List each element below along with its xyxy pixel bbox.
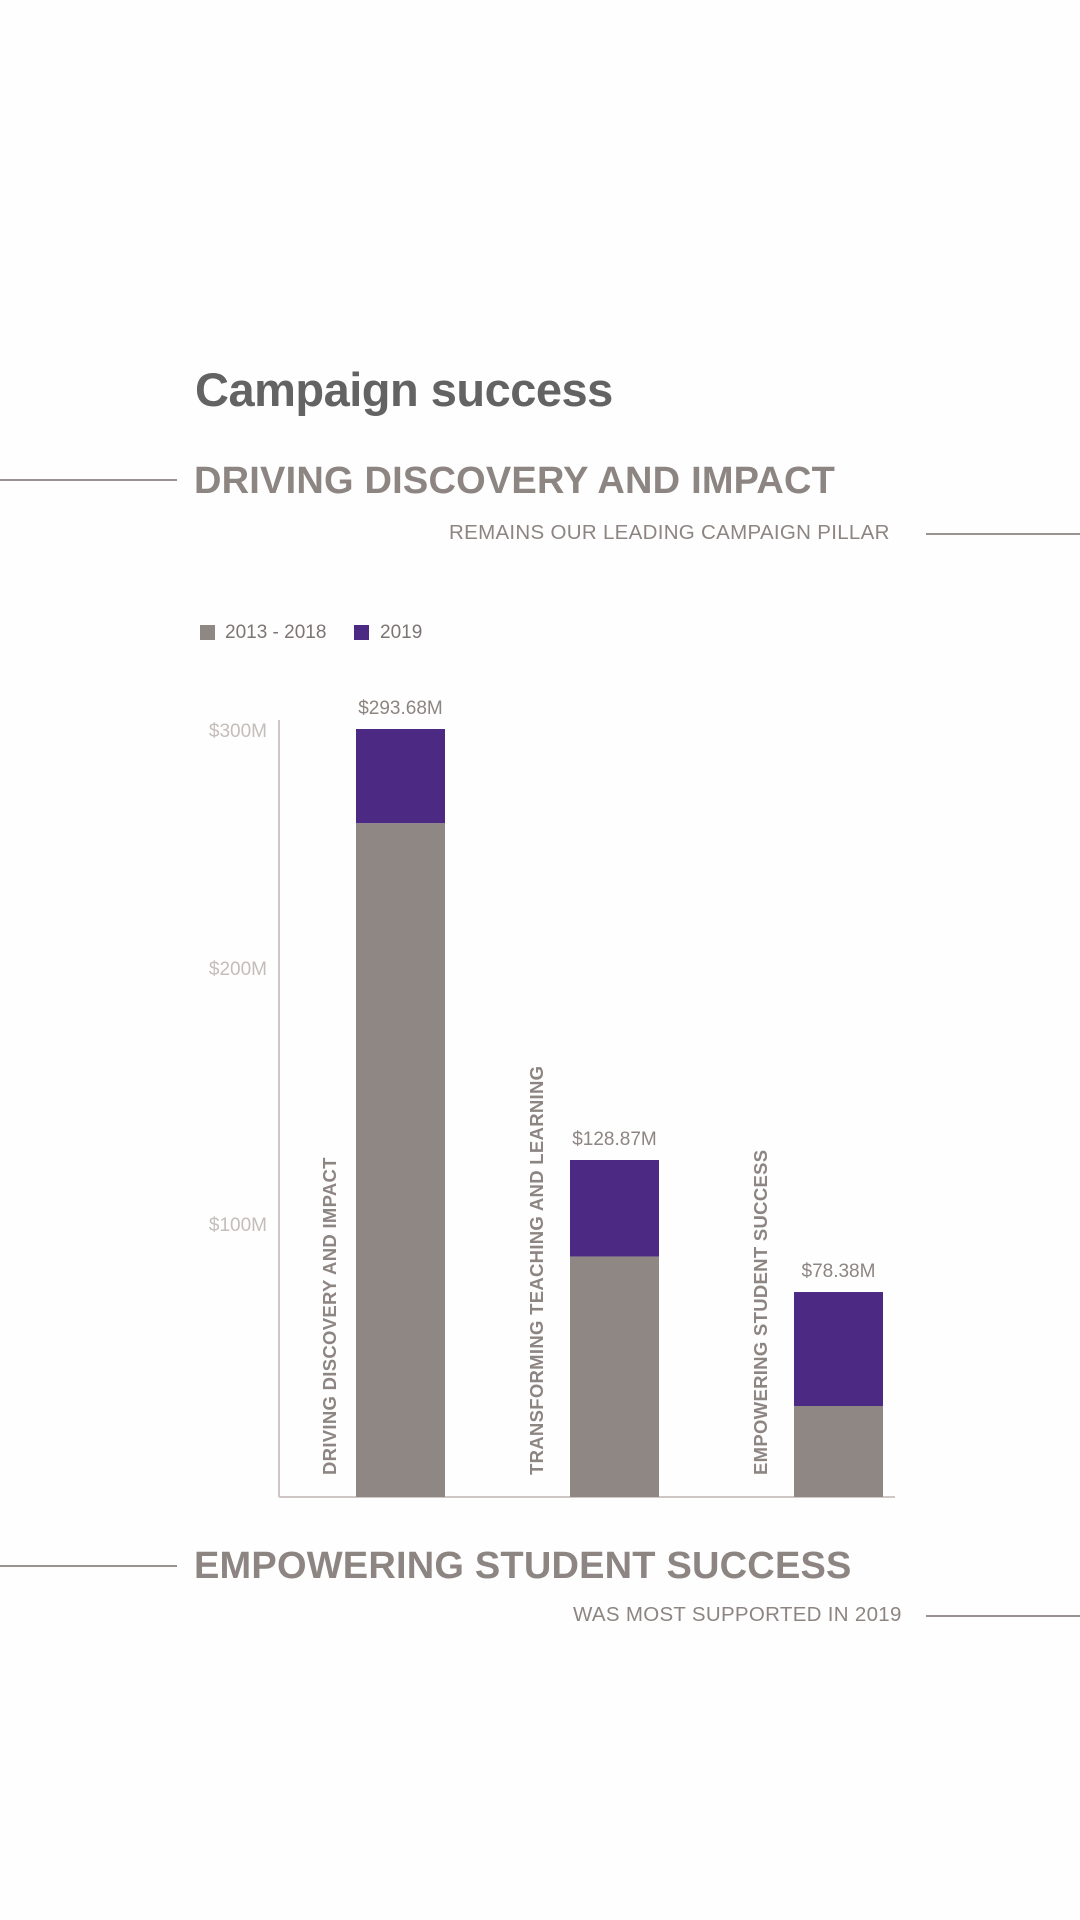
legend-swatch-2019: [354, 625, 369, 640]
headline-1-rule: [0, 479, 177, 481]
y-tick-label-100: $100M: [209, 1215, 267, 1236]
bar-segment-2-2019: [570, 1159, 659, 1257]
bar-segment-3-2019: [794, 1292, 883, 1407]
headline-2-rule: [0, 1565, 177, 1567]
y-tick-label-300: $300M: [209, 721, 267, 742]
bar-segment-3-2013-2018: [794, 1406, 883, 1497]
y-tick-label-200: $200M: [209, 959, 267, 980]
subline-2-rule: [926, 1615, 1080, 1617]
legend: 2013 - 2018 2019: [200, 622, 460, 645]
legend-label-2013-2018: 2013 - 2018: [225, 622, 327, 643]
category-label-1: DRIVING DISCOVERY AND IMPACT: [319, 1157, 340, 1475]
category-label-3: EMPOWERING STUDENT SUCCESS: [750, 1150, 771, 1475]
headline-1: DRIVING DISCOVERY AND IMPACT: [194, 460, 836, 502]
bar-segment-1-2019: [356, 729, 445, 824]
category-label-2: TRANSFORMING TEACHING AND LEARNING: [526, 1066, 547, 1475]
page-title: Campaign success: [195, 363, 613, 416]
subline-2: WAS MOST SUPPORTED IN 2019: [573, 1603, 902, 1626]
subline-1-rule: [926, 533, 1080, 535]
subline-1: REMAINS OUR LEADING CAMPAIGN PILLAR: [449, 521, 890, 544]
bar-total-label-3: $78.38M: [802, 1261, 876, 1282]
bar-segment-2-2013-2018: [570, 1256, 659, 1497]
headline-2: EMPOWERING STUDENT SUCCESS: [194, 1545, 852, 1587]
bar-total-label-1: $293.68M: [358, 698, 443, 719]
legend-label-2019: 2019: [380, 622, 423, 643]
bar-total-label-2: $128.87M: [572, 1129, 657, 1150]
legend-swatch-2013-2018: [200, 625, 215, 640]
bar-segment-1-2013-2018: [356, 823, 445, 1497]
